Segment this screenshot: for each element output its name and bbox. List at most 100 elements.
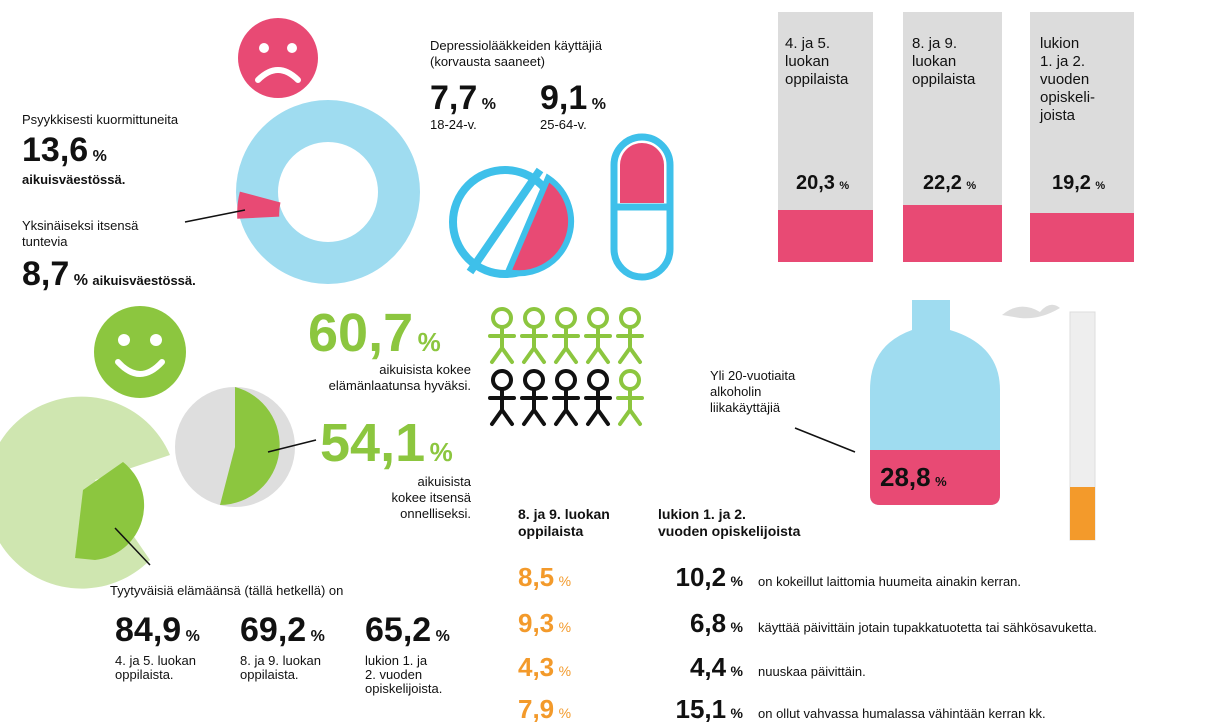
row-text: nuuskaa päivittäin. [758, 664, 866, 679]
unit: % [839, 180, 850, 192]
unit: % [730, 663, 743, 679]
row-value-b: 4,4 % [690, 652, 743, 683]
bar-label: 8. ja 9. luokan oppilaista [912, 35, 976, 88]
pie-slice [220, 387, 280, 505]
value: 15,1 [675, 694, 727, 724]
stat: 65,2 % [365, 612, 450, 648]
bar [1030, 213, 1134, 262]
person [520, 307, 548, 364]
unit: % [1095, 180, 1106, 192]
value: 22,2 [923, 172, 962, 194]
label: Yli 20-vuotiaita alkoholin liikakäyttäji… [710, 368, 796, 415]
row-text: käyttää päivittäin jotain tupakkatuotett… [758, 620, 1097, 635]
stat: 7,7 % [430, 80, 496, 116]
unit: % [92, 148, 107, 165]
value: 60,7 [308, 303, 414, 363]
person [488, 307, 516, 364]
body [584, 325, 612, 364]
person [584, 307, 612, 364]
stat: 9,1 % [540, 80, 606, 116]
unit: % [481, 96, 496, 113]
value: 19,2 [1052, 172, 1091, 194]
age: 18-24-v. [430, 117, 477, 132]
row-value-b: 10,2 % [675, 562, 743, 593]
unit: % [558, 705, 572, 721]
value: 20,3 [796, 172, 835, 194]
unit: % [558, 573, 572, 589]
body [616, 387, 644, 426]
value: 13,6 [22, 131, 89, 169]
value: 6,8 [689, 608, 727, 638]
unit: % [730, 619, 743, 635]
row-text: on ollut vahvassa humalassa vähintään ke… [758, 706, 1046, 721]
cigarette-filter [1070, 487, 1095, 540]
person [616, 307, 644, 364]
body [520, 325, 548, 364]
person [584, 369, 612, 426]
bar-value: 19,2 % [1052, 172, 1105, 195]
unit: % [185, 628, 200, 645]
eye [287, 43, 297, 53]
head [523, 307, 545, 329]
leader-line [184, 209, 246, 223]
head [619, 369, 641, 391]
bar-value: 20,3 % [796, 172, 849, 195]
person [552, 369, 580, 426]
body [488, 325, 516, 364]
suffix: aikuisväestössä. [22, 172, 126, 187]
head [523, 369, 545, 391]
donut [236, 100, 420, 284]
head [619, 307, 641, 329]
unit: % [730, 705, 743, 721]
head [587, 369, 609, 391]
value: 10,2 [675, 562, 727, 592]
value: 7,9 [518, 694, 555, 724]
person [488, 369, 516, 426]
value: 8,7 [22, 255, 70, 293]
value: 8,5 [518, 562, 555, 592]
body [520, 387, 548, 426]
row-value-a: 9,3 % [518, 608, 571, 639]
pie-slice [75, 462, 145, 560]
unit: % [310, 628, 325, 645]
group: lukion 1. ja 2. vuoden opiskelijoista. [365, 653, 443, 696]
value: 28,8 [880, 462, 931, 492]
head [587, 307, 609, 329]
eye [150, 334, 162, 346]
bar-label: 4. ja 5. luokan oppilaista [785, 35, 849, 88]
smoke [1002, 304, 1060, 319]
people-icons [488, 307, 644, 426]
label: aikuisista kokee elämänlaatunsa hyväksi. [328, 362, 471, 393]
label: Tyytyväisiä elämäänsä (tällä hetkellä) o… [110, 583, 344, 598]
happy-face [94, 306, 186, 398]
value: 9,1 [540, 79, 588, 117]
pill-line [466, 167, 544, 275]
label: Depressiolääkkeiden käyttäjiä (korvausta… [430, 38, 602, 69]
unit: % [591, 96, 606, 113]
label: Yksinäiseksi itsensä tuntevia [22, 218, 139, 249]
unit: % [966, 180, 977, 192]
group: 4. ja 5. luokan oppilaista. [115, 653, 196, 682]
table-header: 8. ja 9. luokan oppilaista [518, 506, 610, 539]
body [552, 387, 580, 426]
unit: % [558, 619, 572, 635]
row-value-b: 6,8 % [690, 608, 743, 639]
value: 4,3 [518, 652, 555, 682]
eye [118, 334, 130, 346]
mouth [255, 67, 301, 83]
group: 8. ja 9. luokan oppilaista. [240, 653, 321, 682]
leader-line [794, 427, 856, 453]
unit: % [417, 327, 441, 357]
bar-value: 22,2 % [923, 172, 976, 195]
unit: % [429, 437, 453, 467]
value: 9,3 [518, 608, 555, 638]
row-text: on kokeillut laittomia huumeita ainakin … [758, 574, 1022, 589]
value: 7,7 [430, 79, 478, 117]
label: aikuisista kokee itsensä onnelliseksi. [391, 474, 472, 521]
unit: % [73, 272, 88, 289]
stat: 84,9 % [115, 612, 200, 648]
label: Psyykkisesti kuormittuneita [22, 112, 179, 127]
body [488, 387, 516, 426]
stat: 8,7 % aikuisväestössä. [22, 256, 196, 292]
